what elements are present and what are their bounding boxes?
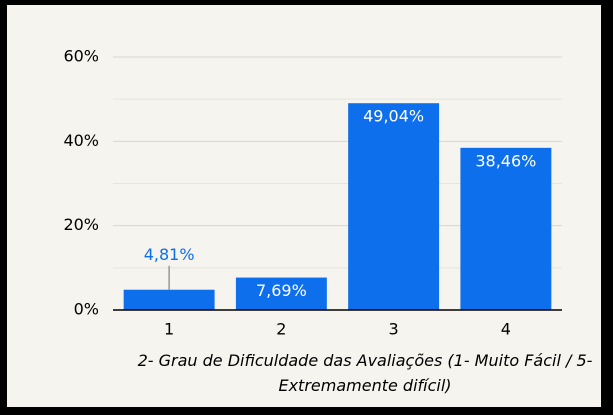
y-tick-label: 20% xyxy=(63,215,99,234)
x-tick-label: 3 xyxy=(389,320,399,339)
bar xyxy=(460,147,552,310)
x-axis-title: 2- Grau de Dificuldade das Avaliações (1… xyxy=(137,351,593,395)
y-tick-label: 40% xyxy=(63,131,99,150)
y-tick-label: 0% xyxy=(74,300,99,319)
x-tick-label: 4 xyxy=(501,320,511,339)
bar xyxy=(348,103,440,311)
data-label: 4,81% xyxy=(144,245,195,264)
bar xyxy=(235,277,327,310)
bar xyxy=(123,289,215,310)
x-tick-label: 1 xyxy=(164,320,174,339)
x-tick-label: 2 xyxy=(276,320,286,339)
data-label: 49,04% xyxy=(363,107,424,126)
y-tick-label: 60% xyxy=(63,47,99,66)
data-label: 38,46% xyxy=(475,151,536,170)
data-label: 7,69% xyxy=(256,281,307,300)
